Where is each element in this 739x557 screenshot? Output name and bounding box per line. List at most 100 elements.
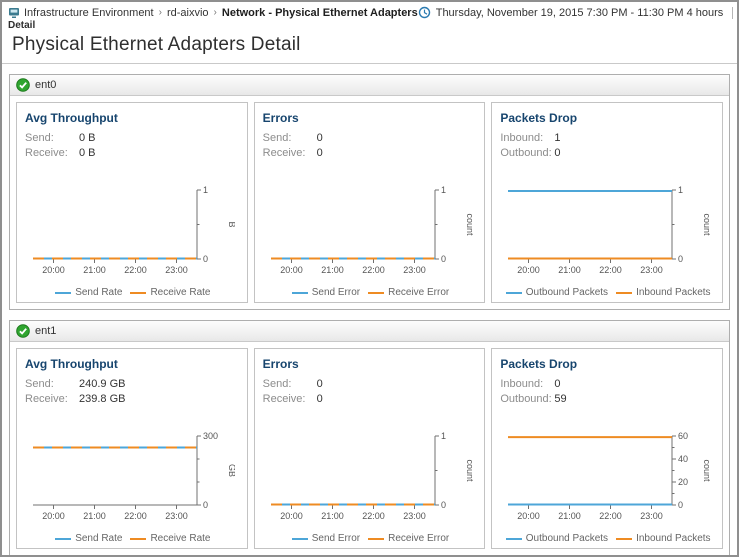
legend-label: Receive Error xyxy=(388,287,450,298)
svg-text:0: 0 xyxy=(678,254,683,264)
svg-text:0: 0 xyxy=(441,254,446,264)
ent0-avg-throughput-chart: 1 0 20:00 21:00 22:00 23:00 B Send Rate Receive … xyxy=(25,185,241,298)
stat-label: Send: xyxy=(25,378,54,390)
legend-label: Send Rate xyxy=(75,533,123,544)
svg-text:0: 0 xyxy=(203,500,208,510)
svg-text:22:00: 22:00 xyxy=(362,511,385,521)
svg-text:23:00: 23:00 xyxy=(403,265,426,275)
panel-title: Packets Drop xyxy=(500,357,578,371)
legend-item: Send Rate xyxy=(55,533,122,544)
svg-text:20:00: 20:00 xyxy=(42,265,65,275)
svg-text:22:00: 22:00 xyxy=(124,511,147,521)
svg-text:1: 1 xyxy=(678,185,683,195)
stat-label: Send: xyxy=(262,378,292,390)
stat-label: Outbound: xyxy=(500,393,552,405)
legend-label: Send Error xyxy=(311,287,361,298)
stat-label: Receive: xyxy=(25,147,68,159)
svg-text:count: count xyxy=(465,459,473,482)
panel-ent1-avg-throughput: Avg Throughput Send: 240.9 GB Receive: 239… xyxy=(16,348,248,549)
svg-text:20:00: 20:00 xyxy=(42,511,65,521)
legend-swatch xyxy=(291,537,308,540)
stat-row: Send: 240.9 GB xyxy=(25,378,241,390)
page-title: Physical Ethernet Adapters Detail xyxy=(2,31,737,64)
legend-swatch xyxy=(130,291,147,294)
chart-legend: Outbound Packets Inbound Packets xyxy=(500,533,716,544)
legend-swatch xyxy=(505,537,522,540)
legend-item: Outbound Packets xyxy=(505,533,609,544)
svg-text:count: count xyxy=(702,459,710,482)
stat-value: 0 xyxy=(316,393,323,405)
panel-title: Avg Throughput xyxy=(25,357,118,371)
panel-ent0-packets-drop: Packets Drop Inbound: 1 Outbound: 0 1 0 20:0… xyxy=(491,102,724,303)
stat-label: Send: xyxy=(25,132,54,144)
svg-text:0: 0 xyxy=(678,500,683,510)
panel-title: Errors xyxy=(262,357,299,371)
stat-value: 1 xyxy=(554,132,561,144)
toolbar-right: Thursday, November 19, 2015 7:30 PM - 11… xyxy=(418,6,737,19)
svg-text:1: 1 xyxy=(441,431,446,441)
svg-text:21:00: 21:00 xyxy=(558,265,581,275)
timerange-selector[interactable]: Thursday, November 19, 2015 7:30 PM - 11… xyxy=(435,6,724,19)
legend-label: Receive Rate xyxy=(150,533,211,544)
detail-label: Detail xyxy=(8,20,36,31)
legend-swatch xyxy=(616,537,633,540)
toolbar-divider xyxy=(732,6,734,19)
svg-text:20:00: 20:00 xyxy=(517,511,540,521)
chart-legend: Send Rate Receive Rate xyxy=(25,533,241,544)
panel-ent1-packets-drop: Packets Drop Inbound: 0 Outbound: 59 60 40 2… xyxy=(491,348,724,549)
svg-text:23:00: 23:00 xyxy=(640,265,663,275)
panel-title: Packets Drop xyxy=(500,111,578,125)
legend-swatch xyxy=(616,291,633,294)
svg-text:count: count xyxy=(702,213,710,236)
stat-row: Receive: 239.8 GB xyxy=(25,393,241,405)
svg-text:count: count xyxy=(465,213,473,236)
stat-label: Inbound: xyxy=(500,378,544,390)
legend-item: Send Error xyxy=(291,287,361,298)
legend-item: Receive Error xyxy=(368,533,449,544)
section-title: ent0 xyxy=(35,79,57,91)
timerange-icon xyxy=(418,6,431,19)
ent0-packets-drop-chart: 1 0 20:00 21:00 22:00 23:00 count Outbound Pack… xyxy=(500,185,716,298)
svg-text:22:00: 22:00 xyxy=(124,265,147,275)
stat-row: Outbound: 0 xyxy=(500,147,716,159)
breadcrumb-bar: Infrastructure Environment › rd-aixvio ›… xyxy=(2,2,737,19)
stat-label: Receive: xyxy=(262,147,306,159)
stat-row: Receive: 0 xyxy=(263,393,479,405)
breadcrumb-infrastructure-environment[interactable]: Infrastructure Environment xyxy=(24,6,154,19)
ent1-errors-chart: 1 0 20:00 21:00 22:00 23:00 count Send Error Rec… xyxy=(263,431,479,544)
svg-text:0: 0 xyxy=(441,500,446,510)
svg-text:20: 20 xyxy=(678,477,688,487)
section-ent1: ent1 Avg Throughput Send: 240.9 GB Receiv… xyxy=(9,320,730,555)
legend-swatch xyxy=(55,537,72,540)
svg-text:22:00: 22:00 xyxy=(599,511,622,521)
status-ok-icon xyxy=(16,324,30,338)
svg-text:21:00: 21:00 xyxy=(321,265,344,275)
svg-text:B: B xyxy=(227,221,235,227)
stat-value: 0 B xyxy=(79,132,96,144)
svg-text:23:00: 23:00 xyxy=(640,511,663,521)
legend-item: Receive Error xyxy=(368,287,449,298)
svg-text:21:00: 21:00 xyxy=(83,265,106,275)
stat-value: 0 xyxy=(316,132,323,144)
legend-item: Send Rate xyxy=(55,287,122,298)
legend-item: Send Error xyxy=(291,533,360,544)
stat-row: Outbound: 59 xyxy=(500,393,716,405)
legend-item: Inbound Packets xyxy=(616,533,711,544)
stat-value: 0 xyxy=(316,378,323,390)
section-ent0: ent0 Avg Throughput Send: 0 B Receive: 0 B… xyxy=(9,74,730,310)
svg-text:21:00: 21:00 xyxy=(558,511,581,521)
status-ok-icon xyxy=(16,78,30,92)
breadcrumb-host[interactable]: rd-aixvio xyxy=(166,6,209,19)
infrastructure-icon xyxy=(8,7,20,19)
stat-row: Inbound: 1 xyxy=(500,132,716,144)
stat-row: Receive: 0 xyxy=(263,147,479,159)
stat-label: Inbound: xyxy=(500,132,544,144)
stat-label: Outbound: xyxy=(500,147,552,159)
chart-legend: Outbound Packets Inbound Packets xyxy=(500,287,716,298)
ent1-packets-drop-chart: 60 40 20 0 20:00 21:00 22:00 23:00 count Outbound… xyxy=(500,431,716,544)
stat-value: 240.9 GB xyxy=(79,378,126,390)
stat-row: Receive: 0 B xyxy=(25,147,241,159)
svg-text:22:00: 22:00 xyxy=(362,265,385,275)
legend-label: Outbound Packets xyxy=(525,533,609,544)
